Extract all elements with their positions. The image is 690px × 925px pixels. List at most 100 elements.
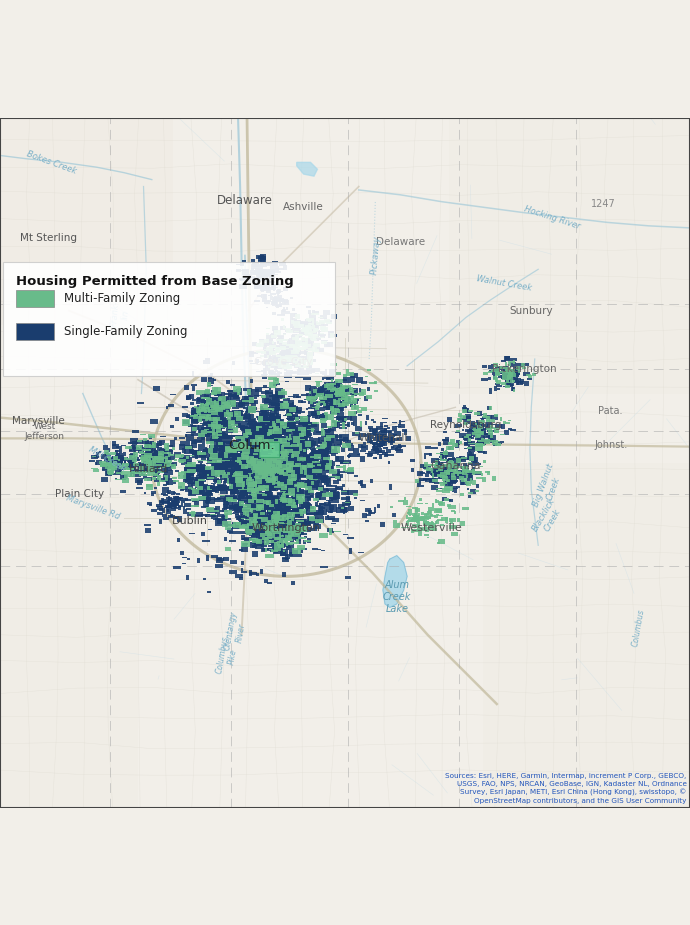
Bar bbox=[201, 454, 206, 461]
Bar bbox=[441, 516, 449, 521]
Bar bbox=[267, 263, 275, 265]
Bar bbox=[164, 462, 170, 468]
Bar bbox=[292, 318, 297, 324]
Bar bbox=[306, 476, 313, 478]
Bar bbox=[290, 529, 298, 531]
Bar bbox=[260, 436, 263, 443]
Bar bbox=[461, 457, 467, 459]
Bar bbox=[345, 415, 352, 420]
Bar bbox=[488, 436, 493, 440]
Bar bbox=[351, 422, 355, 425]
Bar bbox=[276, 524, 280, 526]
Bar bbox=[444, 438, 449, 441]
Bar bbox=[317, 521, 321, 523]
Bar bbox=[306, 344, 311, 347]
Bar bbox=[275, 363, 282, 364]
Bar bbox=[241, 443, 248, 445]
Bar bbox=[396, 438, 400, 440]
Bar bbox=[249, 435, 259, 438]
Bar bbox=[247, 487, 257, 492]
Bar bbox=[244, 426, 249, 433]
Bar bbox=[283, 462, 286, 468]
Bar bbox=[268, 523, 276, 524]
Bar bbox=[340, 460, 351, 464]
Bar bbox=[432, 472, 437, 476]
Bar bbox=[206, 417, 208, 421]
Bar bbox=[265, 520, 273, 526]
Bar bbox=[243, 469, 252, 475]
Bar bbox=[219, 410, 226, 413]
Bar bbox=[106, 461, 112, 462]
Bar bbox=[276, 524, 279, 525]
Bar bbox=[204, 404, 209, 406]
Bar bbox=[435, 468, 442, 474]
Bar bbox=[231, 466, 241, 473]
Bar bbox=[421, 516, 424, 519]
Bar bbox=[275, 478, 284, 483]
Bar bbox=[213, 417, 220, 420]
Bar bbox=[215, 411, 217, 413]
Bar bbox=[259, 339, 264, 342]
Bar bbox=[263, 462, 265, 465]
Bar bbox=[516, 363, 522, 367]
Bar bbox=[258, 415, 264, 422]
Bar bbox=[250, 379, 253, 383]
Bar bbox=[255, 461, 264, 467]
Bar bbox=[141, 470, 144, 475]
Bar bbox=[388, 461, 391, 464]
Bar bbox=[287, 339, 290, 345]
Bar bbox=[395, 426, 401, 427]
Bar bbox=[338, 392, 342, 393]
Bar bbox=[211, 492, 213, 497]
Bar bbox=[288, 530, 290, 532]
Bar bbox=[181, 419, 190, 426]
Bar bbox=[334, 383, 339, 386]
Bar bbox=[287, 525, 295, 530]
Bar bbox=[442, 472, 449, 477]
Bar bbox=[278, 437, 284, 438]
Bar bbox=[190, 394, 195, 400]
Bar bbox=[286, 329, 293, 333]
Bar bbox=[457, 474, 459, 475]
Bar bbox=[283, 361, 286, 363]
Bar bbox=[202, 490, 205, 492]
Bar bbox=[216, 418, 221, 421]
Bar bbox=[344, 392, 352, 393]
Bar bbox=[272, 502, 279, 505]
Bar bbox=[356, 406, 358, 410]
Bar bbox=[328, 427, 331, 431]
Bar bbox=[235, 452, 242, 454]
Bar bbox=[293, 356, 298, 358]
Bar bbox=[323, 468, 328, 471]
Bar bbox=[230, 384, 235, 386]
Bar bbox=[328, 435, 332, 440]
Bar bbox=[198, 426, 204, 430]
Bar bbox=[386, 448, 388, 449]
Bar bbox=[317, 511, 324, 515]
Bar bbox=[315, 469, 319, 471]
Bar bbox=[148, 453, 150, 455]
Bar bbox=[170, 440, 175, 447]
Bar bbox=[273, 312, 276, 315]
Bar bbox=[286, 354, 289, 361]
Bar bbox=[246, 468, 257, 474]
Bar bbox=[228, 459, 230, 465]
Bar bbox=[314, 523, 317, 528]
Bar bbox=[295, 364, 301, 366]
Bar bbox=[319, 348, 324, 352]
Bar bbox=[446, 471, 451, 475]
Bar bbox=[304, 327, 310, 329]
Bar bbox=[259, 519, 265, 523]
Bar bbox=[439, 502, 445, 506]
Bar bbox=[398, 445, 401, 449]
Bar bbox=[344, 417, 347, 422]
Bar bbox=[282, 475, 286, 478]
Bar bbox=[243, 462, 250, 464]
Bar bbox=[202, 490, 210, 496]
Text: Marysville Rd: Marysville Rd bbox=[65, 493, 121, 521]
Bar bbox=[325, 516, 335, 521]
Bar bbox=[302, 357, 309, 360]
Bar bbox=[286, 536, 292, 541]
Bar bbox=[204, 486, 208, 488]
Bar bbox=[201, 533, 205, 536]
